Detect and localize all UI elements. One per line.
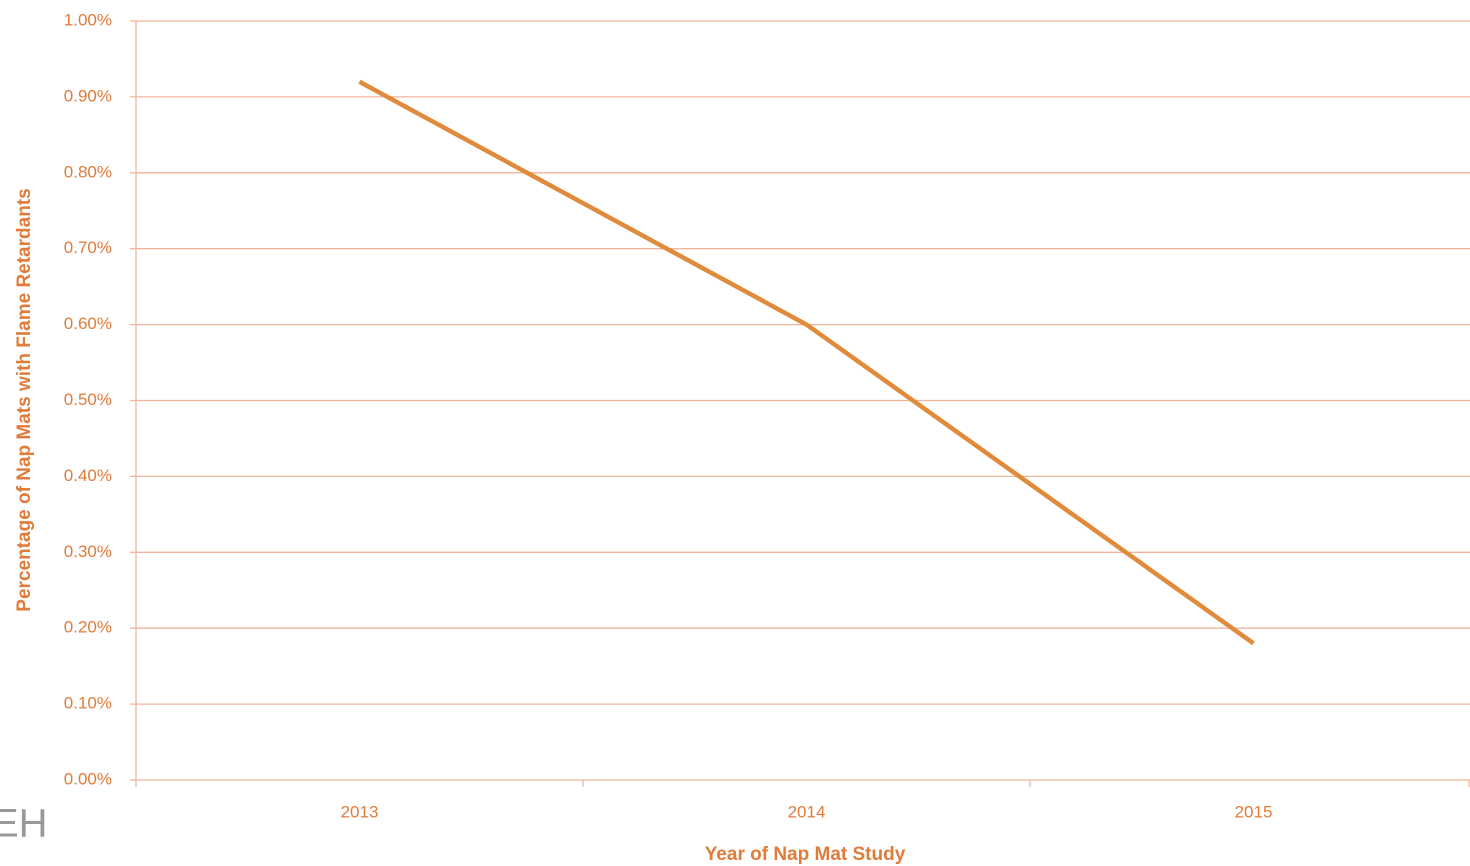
y-tick-label: 0.10%	[64, 694, 112, 713]
y-tick-label: 0.20%	[64, 618, 112, 637]
y-tick-label: 0.50%	[64, 390, 112, 409]
y-tick-label: 0.70%	[64, 238, 112, 257]
y-tick-label: 0.90%	[64, 86, 112, 105]
y-tick-label: 1.00%	[64, 10, 112, 29]
y-tick-label: 0.30%	[64, 542, 112, 561]
x-tick-label: 2014	[788, 802, 826, 821]
x-tick-label: 2015	[1235, 802, 1273, 821]
y-tick-label: 0.40%	[64, 466, 112, 485]
y-tick-label: 0.60%	[64, 314, 112, 333]
logo-fragment: EH	[0, 802, 48, 846]
y-tick-label: 0.80%	[64, 162, 112, 181]
x-tick-label: 2013	[341, 802, 379, 821]
data-line	[358, 79, 1255, 646]
y-axis-title: Percentage of Nap Mats with Flame Retard…	[14, 188, 35, 611]
y-tick-label: 0.00%	[64, 769, 112, 788]
x-axis-title: Year of Nap Mat Study	[705, 844, 906, 865]
